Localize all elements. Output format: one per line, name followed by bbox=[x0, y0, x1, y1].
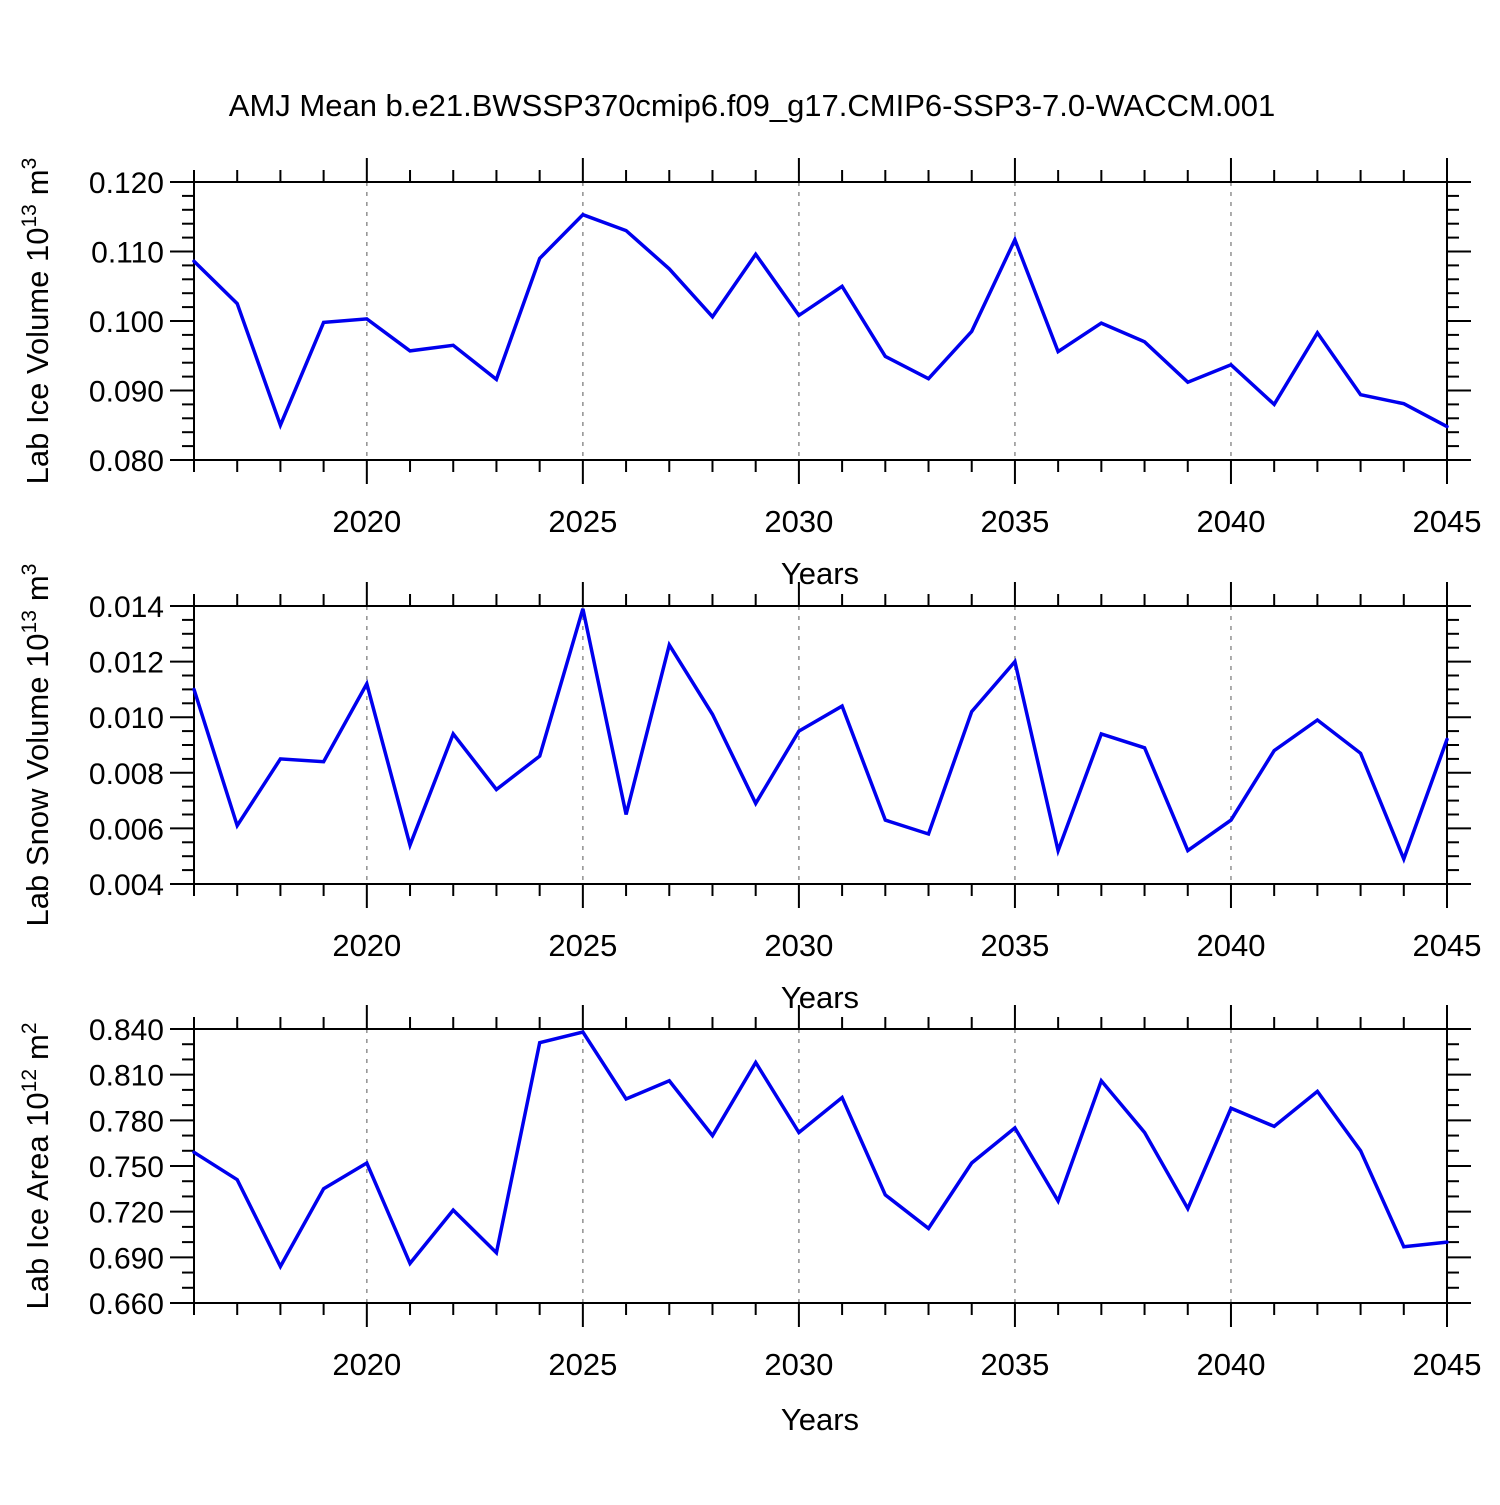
y-axis-title-unit-exponent: 3 bbox=[18, 564, 41, 576]
y-tick-label: 0.840 bbox=[89, 1014, 164, 1047]
y-tick-label: 0.110 bbox=[91, 237, 164, 270]
y-tick-label: 0.660 bbox=[89, 1288, 164, 1321]
x-tick-label: 2020 bbox=[332, 1347, 401, 1382]
y-tick-label: 0.100 bbox=[89, 306, 164, 339]
x-tick-label: 2025 bbox=[548, 928, 617, 963]
y-tick-label: 0.012 bbox=[89, 647, 164, 680]
chart-title: AMJ Mean b.e21.BWSSP370cmip6.f09_g17.CMI… bbox=[229, 88, 1275, 123]
panels-group: 2020 2025 2030 2035 2040 2045 0.080 0.090 0.100 0… bbox=[89, 158, 1482, 1382]
x-tick-label: 2040 bbox=[1196, 928, 1265, 963]
x-axis-title-panel-1: Years bbox=[781, 556, 859, 591]
x-tick-label: 2030 bbox=[764, 504, 833, 539]
y-axis-title-ice-volume: Lab Ice Volume 1013 m3 bbox=[18, 158, 55, 485]
y-axis-title-exponent: 13 bbox=[18, 610, 41, 633]
x-tick-label: 2035 bbox=[980, 1347, 1049, 1382]
x-tick-label: 2040 bbox=[1196, 1347, 1265, 1382]
x-tick-label: 2020 bbox=[332, 504, 401, 539]
y-tick-label: 0.810 bbox=[89, 1060, 164, 1093]
y-axis-title-unit: m bbox=[20, 575, 55, 601]
data-line-lab-snow-volume bbox=[192, 608, 1449, 864]
y-axis-title-unit-exponent: 3 bbox=[18, 158, 41, 170]
x-axis-title-panel-3: Years bbox=[781, 1402, 859, 1437]
x-tick-label: 2045 bbox=[1413, 504, 1482, 539]
y-axis-title-exponent: 13 bbox=[18, 204, 41, 227]
y-tick-label: 0.090 bbox=[89, 376, 164, 409]
y-tick-label: 0.010 bbox=[89, 702, 164, 735]
panel-lab-snow-volume: 2020 2025 2030 2035 2040 2045 0.004 0.006 0.008 0… bbox=[89, 582, 1482, 963]
y-tick-label: 0.014 bbox=[89, 591, 164, 624]
plot-frame bbox=[193, 1028, 1448, 1304]
y-axis-title-unit-exponent: 2 bbox=[18, 1022, 41, 1034]
x-tick-label: 2040 bbox=[1196, 504, 1265, 539]
x-tick-label: 2045 bbox=[1413, 928, 1482, 963]
y-axis-title-ice-area: Lab Ice Area 1012 m2 bbox=[18, 1022, 55, 1309]
data-line-lab-ice-area bbox=[192, 1030, 1449, 1271]
y-tick-label: 0.750 bbox=[89, 1151, 164, 1184]
y-axis-title-base: Lab Ice Area 10 bbox=[20, 1092, 55, 1309]
y-tick-label: 0.780 bbox=[89, 1105, 164, 1138]
y-tick-label: 0.720 bbox=[89, 1197, 164, 1230]
y-tick-label: 0.080 bbox=[89, 445, 164, 478]
y-tick-label: 0.690 bbox=[89, 1242, 164, 1275]
x-tick-label: 2045 bbox=[1413, 1347, 1482, 1382]
y-tick-label: 0.006 bbox=[89, 813, 164, 846]
x-tick-label: 2030 bbox=[764, 1347, 833, 1382]
x-tick-label: 2035 bbox=[980, 928, 1049, 963]
plot-frame bbox=[193, 181, 1448, 461]
x-tick-label: 2035 bbox=[980, 504, 1049, 539]
panel-lab-ice-volume: 2020 2025 2030 2035 2040 2045 0.080 0.090 0.100 0… bbox=[89, 158, 1482, 539]
x-tick-label: 2025 bbox=[548, 504, 617, 539]
x-tick-label: 2030 bbox=[764, 928, 833, 963]
x-tick-label: 2020 bbox=[332, 928, 401, 963]
y-axis-title-base: Lab Ice Volume 10 bbox=[20, 228, 55, 485]
y-axis-title-exponent: 12 bbox=[18, 1069, 41, 1092]
y-axis-title-snow-volume: Lab Snow Volume 1013 m3 bbox=[18, 564, 55, 927]
panel-lab-ice-area: 2020 2025 2030 2035 2040 2045 0.660 0.690 0.720 0… bbox=[89, 1005, 1482, 1382]
y-tick-label: 0.008 bbox=[89, 758, 164, 791]
data-line-lab-ice-volume bbox=[192, 212, 1449, 431]
y-tick-label: 0.120 bbox=[89, 167, 164, 200]
y-axis-title-unit: m bbox=[20, 169, 55, 195]
x-axis-title-panel-2: Years bbox=[781, 980, 859, 1015]
y-axis-title-base: Lab Snow Volume 10 bbox=[20, 633, 55, 926]
y-tick-label: 0.004 bbox=[89, 869, 164, 902]
y-axis-title-unit: m bbox=[20, 1034, 55, 1060]
x-tick-label: 2025 bbox=[548, 1347, 617, 1382]
plot-frame bbox=[193, 605, 1448, 885]
